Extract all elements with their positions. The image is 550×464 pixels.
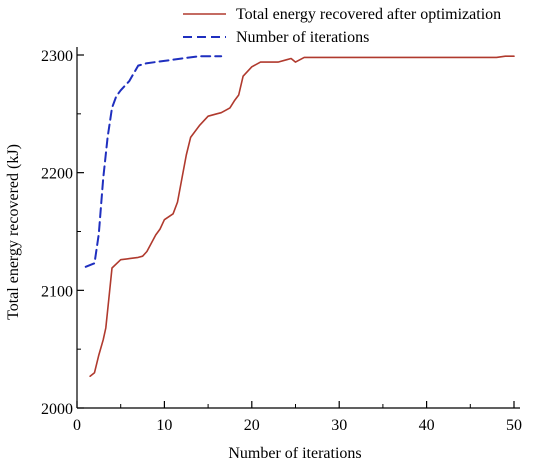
legend: Total energy recovered after optimizatio… — [183, 6, 501, 46]
axes — [76, 47, 520, 409]
y-tick-label: 2200 — [41, 166, 73, 183]
x-tick-label: 40 — [419, 417, 435, 434]
tick-marks — [76, 54, 515, 409]
y-tick-label: 2100 — [41, 283, 73, 300]
y-axis-title: Total energy recovered (kJ) — [5, 144, 22, 320]
legend-label-2: Number of iterations — [236, 29, 369, 46]
x-tick-label: 0 — [73, 417, 81, 434]
series-line-1 — [89, 55, 515, 378]
y-tick-label: 2000 — [41, 401, 73, 418]
x-tick-label: 50 — [506, 417, 522, 434]
x-tick-label: 10 — [156, 417, 172, 434]
series-lines — [84, 55, 515, 378]
series-line-2 — [84, 55, 223, 268]
tick-labels: 0 10 20 30 40 50 2000 2100 2200 2300 — [41, 48, 522, 434]
x-axis-title: Number of iterations — [228, 445, 361, 462]
y-tick-label: 2300 — [41, 48, 73, 65]
x-tick-label: 20 — [244, 417, 260, 434]
legend-label-1: Total energy recovered after optimizatio… — [236, 6, 501, 23]
x-tick-label: 30 — [331, 417, 347, 434]
